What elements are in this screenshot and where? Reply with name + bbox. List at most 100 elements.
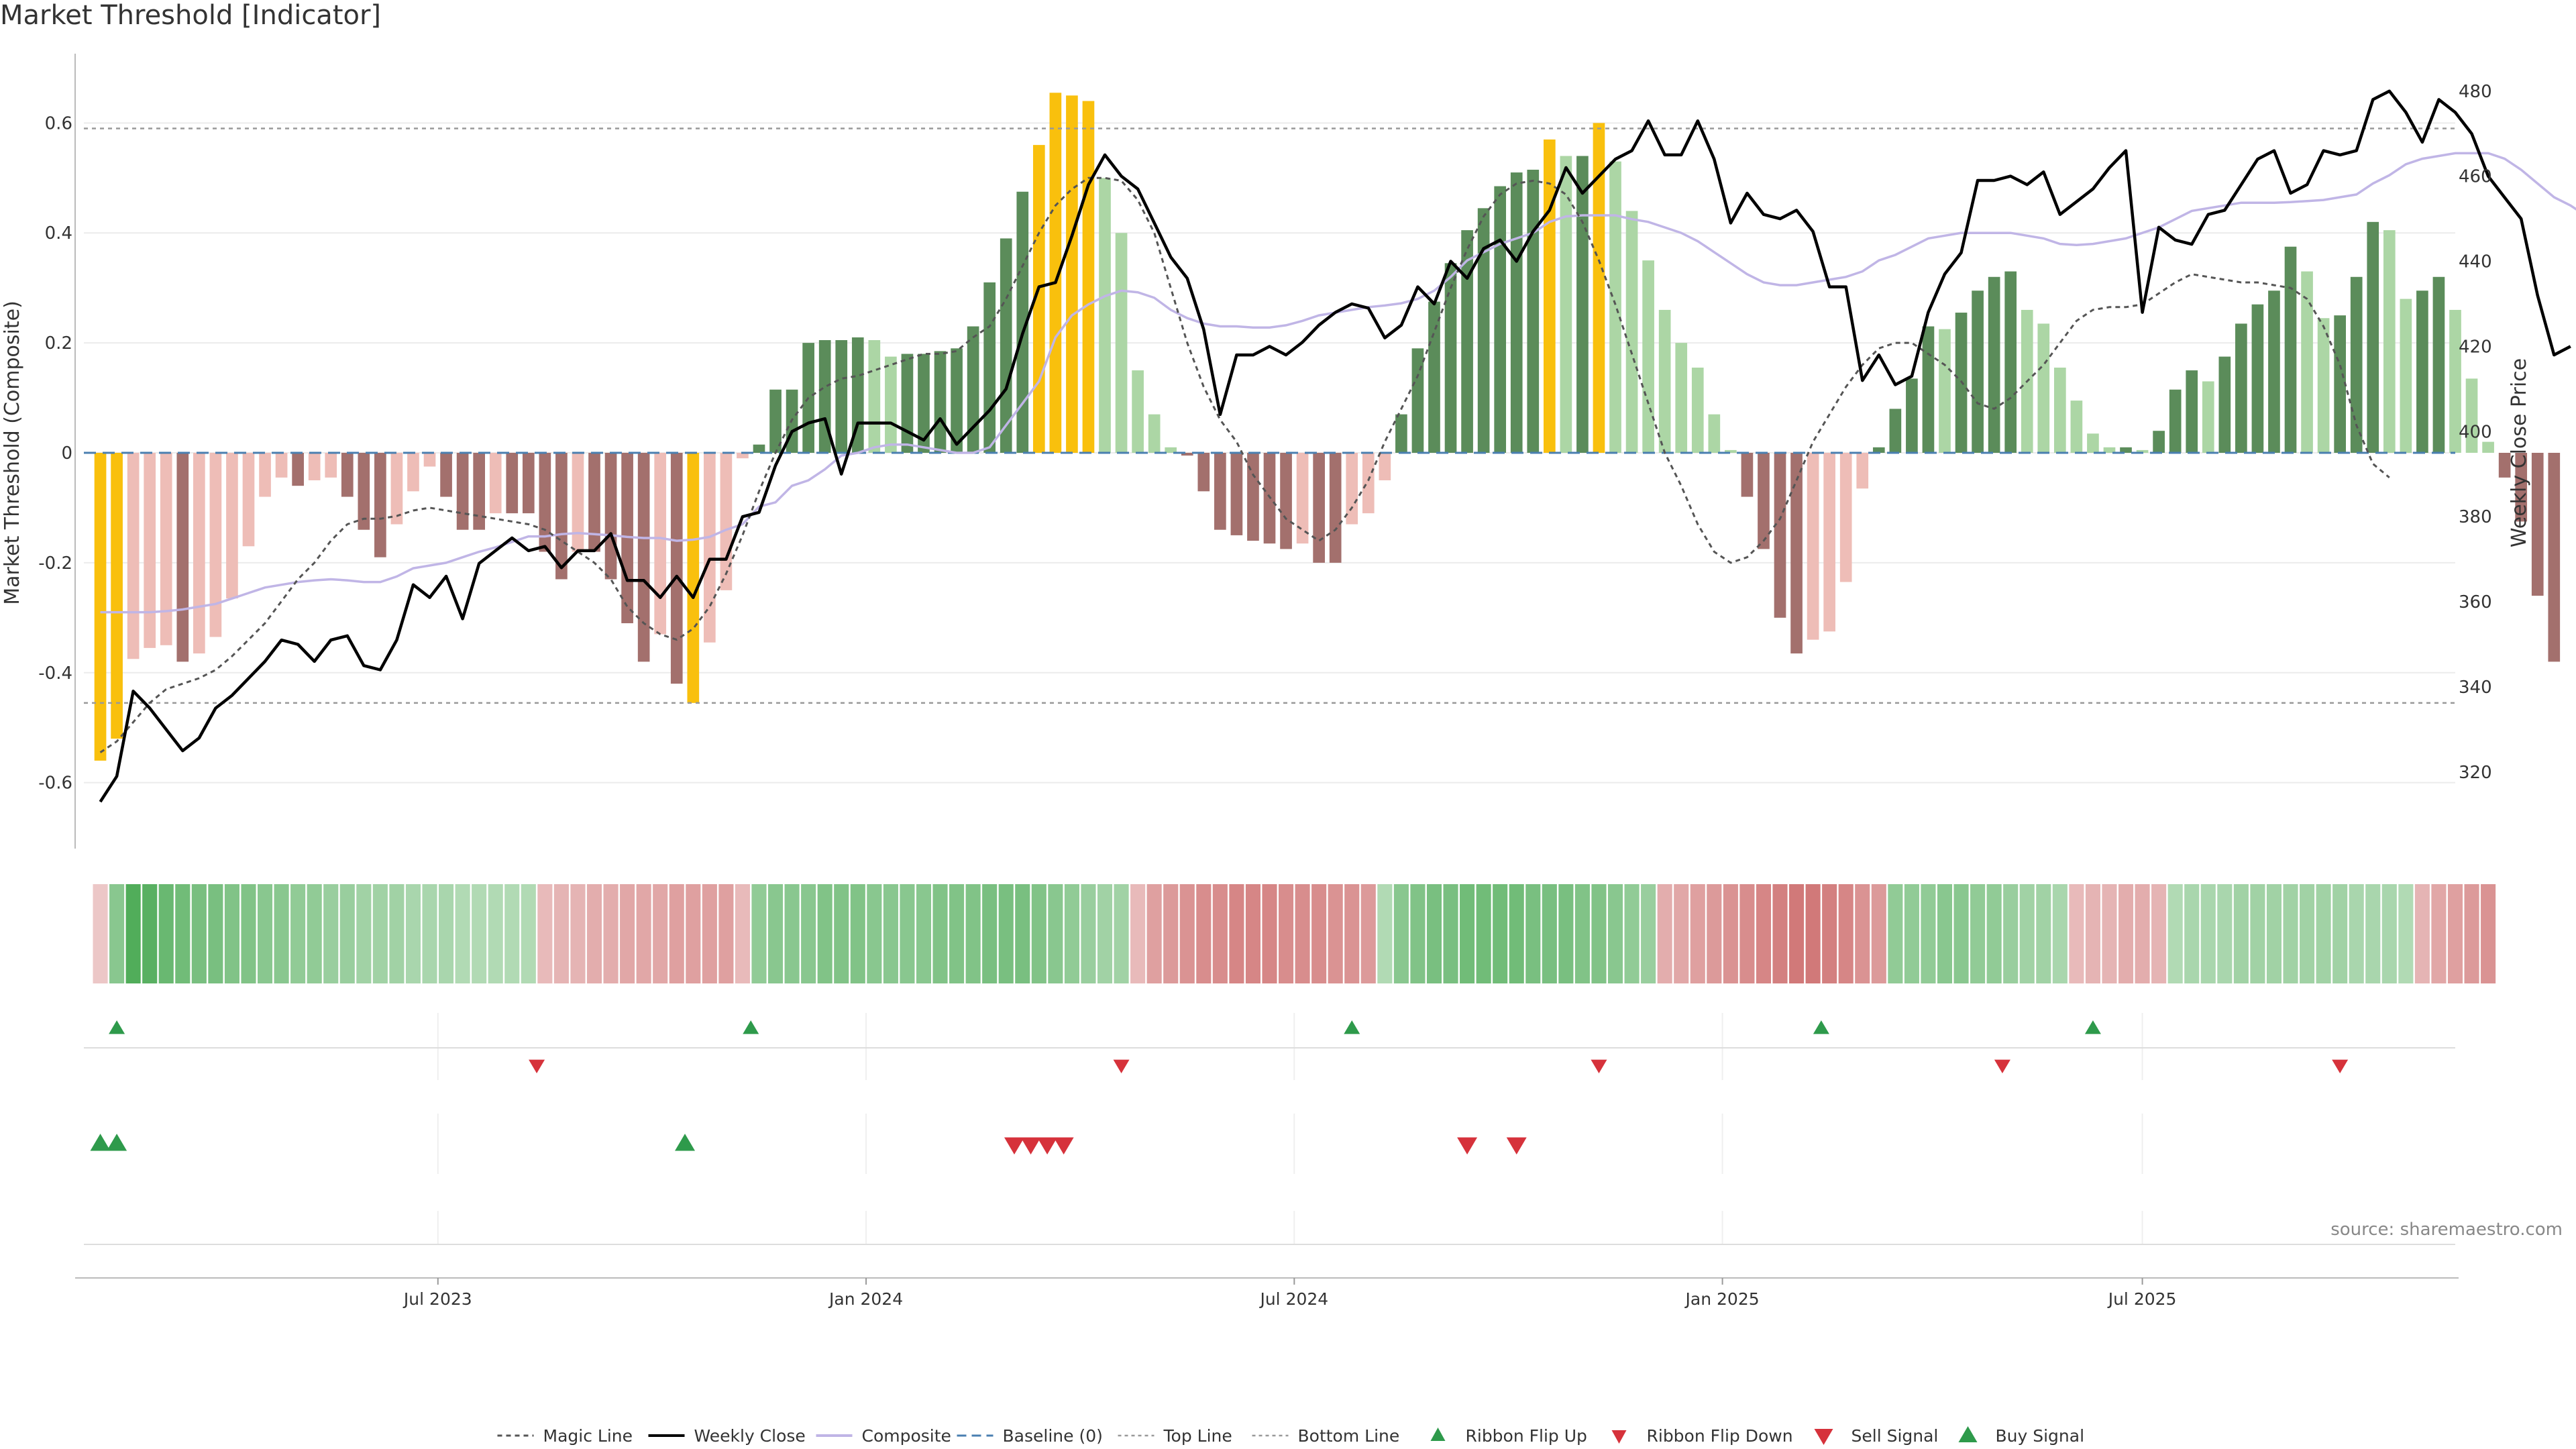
ribbon-cell: [1953, 884, 1969, 983]
ribbon-cell: [1295, 884, 1310, 983]
legend-item: Ribbon Flip Down: [1611, 1426, 1793, 1446]
ribbon-cell: [1229, 884, 1244, 983]
ribbon-cell: [1081, 884, 1096, 983]
ribbon-cell: [982, 884, 998, 983]
composite-bar: [1823, 453, 1835, 632]
y-right-tick-label: 360: [2459, 592, 2492, 612]
composite-bar: [1132, 370, 1144, 453]
composite-bar: [275, 453, 288, 478]
ribbon-cell: [735, 884, 750, 983]
composite-bar: [193, 453, 205, 654]
ribbon-cell: [2316, 884, 2331, 983]
ribbon-cell: [2167, 884, 2183, 983]
ribbon-cell: [998, 884, 1014, 983]
source-note: source: sharemaestro.com: [2330, 1220, 2563, 1240]
ribbon-cell: [372, 884, 388, 983]
ribbon-cell: [537, 884, 553, 983]
ribbon-cell: [1707, 884, 1722, 983]
signal-markers: [90, 1020, 2349, 1155]
composite-bar: [737, 453, 749, 459]
composite-bar: [341, 453, 354, 497]
sell-signal-marker: [1506, 1137, 1527, 1155]
ribbon-cell: [801, 884, 816, 983]
buy-signal-marker: [107, 1134, 127, 1151]
composite-bar: [2284, 246, 2297, 453]
composite-bar: [1972, 290, 1984, 453]
x-tick-label: Jan 2024: [828, 1289, 903, 1309]
ribbon-cell: [718, 884, 734, 983]
composite-bar: [1247, 453, 1259, 541]
ribbon-cell: [553, 884, 569, 983]
y-right-tick-label: 480: [2459, 82, 2492, 102]
composite-bar: [2153, 431, 2165, 453]
composite-bar: [2515, 453, 2528, 522]
composite-bar: [1839, 453, 1852, 582]
ribbon-cell: [883, 884, 898, 983]
ribbon-cell: [1262, 884, 1277, 983]
x-axis: Jul 2023 Jan 2024 Jul 2024 Jan 2025 Jul 2025: [75, 1277, 2459, 1309]
composite-bar: [374, 453, 386, 557]
legend-item: Magic Line: [497, 1426, 633, 1446]
ribbon-cell: [2481, 884, 2496, 983]
ribbon-cell: [1789, 884, 1805, 983]
composite-bar: [1872, 447, 1885, 453]
composite-bar: [983, 282, 996, 453]
ribbon-cell: [1855, 884, 1870, 983]
ribbon-cell: [389, 884, 405, 983]
ribbon-flip-up-marker: [2084, 1020, 2101, 1034]
composite-bar: [720, 453, 733, 590]
lines-layer: [84, 89, 2576, 803]
composite-bar: [2103, 447, 2116, 453]
composite-bar: [1889, 409, 1902, 453]
composite-bar: [1477, 208, 1490, 453]
composite-bar: [259, 453, 271, 497]
x-tick-label: Jul 2023: [402, 1289, 472, 1309]
ribbon-cell: [241, 884, 256, 983]
legend-item: Baseline (0): [957, 1426, 1103, 1446]
composite-bar: [1988, 276, 2000, 453]
ribbon-cell: [965, 884, 981, 983]
composite-bar: [473, 453, 486, 530]
composite-bar: [2482, 441, 2494, 453]
y-right-tick-label: 420: [2459, 337, 2492, 357]
ribbon-cell: [191, 884, 207, 983]
ribbon-cell: [702, 884, 717, 983]
ribbon-cell: [1888, 884, 1903, 983]
composite-bar: [160, 453, 172, 645]
ribbon-cell: [1393, 884, 1409, 983]
composite-bar: [951, 348, 963, 453]
ribbon-cell: [949, 884, 965, 983]
ribbon-cell: [488, 884, 503, 983]
composite-bar: [1609, 161, 1621, 453]
composite-bar: [1691, 367, 1704, 453]
ribbon-cell: [224, 884, 239, 983]
ribbon-cell: [2118, 884, 2134, 983]
composite-bar: [1642, 260, 1654, 453]
ribbon-cell: [158, 884, 174, 983]
ribbon-cell: [1179, 884, 1195, 983]
ribbon-cell: [339, 884, 355, 983]
y-right-axis-title: Weekly Close Price: [2508, 358, 2531, 547]
ribbon-cell: [1344, 884, 1360, 983]
ribbon-cell: [1838, 884, 1854, 983]
ribbon-cell: [1245, 884, 1260, 983]
composite-bar: [2432, 276, 2445, 453]
composite-bar: [325, 453, 337, 478]
composite-bar: [588, 453, 600, 552]
ribbon-cell: [175, 884, 191, 983]
ribbon-cell: [1772, 884, 1788, 983]
composite-bar: [423, 453, 436, 467]
composite-bar: [2087, 433, 2099, 453]
composite-bar: [308, 453, 321, 480]
composite-bar: [1807, 453, 1819, 640]
composite-bar: [1379, 453, 1391, 480]
ribbon-cell: [2233, 884, 2249, 983]
y-left-tick-label: 0.6: [45, 113, 72, 133]
ribbon-cell: [916, 884, 932, 983]
composite-bar: [1000, 238, 1012, 453]
ribbon-cell: [1904, 884, 1919, 983]
composite-bar: [2070, 400, 2083, 453]
composite-bar: [637, 453, 650, 662]
ribbon-flip-up-marker: [1344, 1020, 1360, 1034]
composite-bar: [835, 340, 848, 453]
